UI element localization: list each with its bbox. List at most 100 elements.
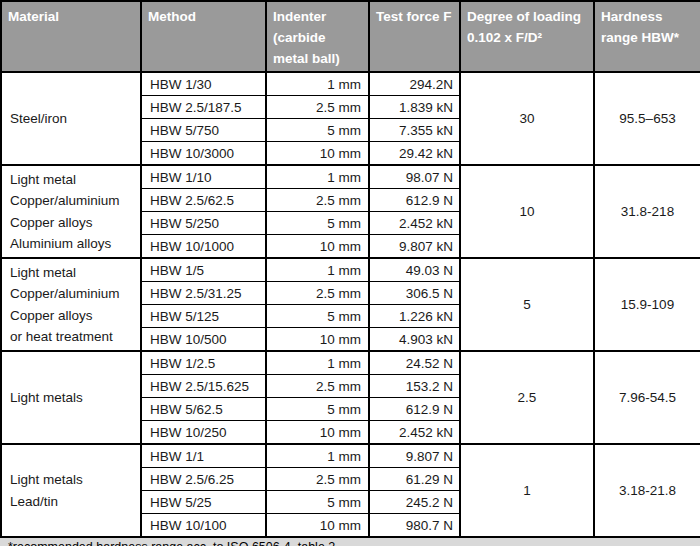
indenter-cell: 2.5 mm: [266, 96, 369, 119]
col-header-hardness-range: Hardness range HBW*: [594, 1, 700, 72]
col-header-method: Method: [141, 1, 266, 72]
hardness-range-cell: 31.8-218: [594, 165, 700, 258]
material-line: Light metal: [10, 262, 134, 284]
method-cell: HBW 2.5/31.25: [141, 282, 266, 305]
method-cell: HBW 2.5/62.5: [141, 189, 266, 212]
col-header-degree-of-loading: Degree of loading 0.102 x F/D²: [460, 1, 594, 72]
table-row: Light metals Lead/tin HBW 1/1 1 mm 9.807…: [1, 444, 700, 468]
method-cell: HBW 10/250: [141, 421, 266, 445]
test-force-cell: 612.9 N: [369, 189, 460, 212]
test-force-cell: 153.2 N: [369, 375, 460, 398]
header-row: Material Method Indenter (carbide metal …: [1, 1, 700, 72]
test-force-cell: 4.903 kN: [369, 328, 460, 352]
degree-of-loading-cell: 30: [460, 72, 594, 165]
test-force-cell: 306.5 N: [369, 282, 460, 305]
hardness-table-page: Material Method Indenter (carbide metal …: [0, 0, 700, 546]
method-cell: HBW 5/25: [141, 491, 266, 514]
material-cell: Light metals Lead/tin: [1, 444, 141, 537]
material-line: Light metals: [10, 469, 134, 491]
indenter-cell: 1 mm: [266, 351, 369, 375]
test-force-cell: 1.226 kN: [369, 305, 460, 328]
degree-of-loading-cell: 1: [460, 444, 594, 537]
col-header-material: Material: [1, 1, 141, 72]
method-cell: HBW 2.5/15.625: [141, 375, 266, 398]
header-line: range HBW*: [601, 27, 694, 48]
method-cell: HBW 2.5/6.25: [141, 468, 266, 491]
material-line: Lead/tin: [10, 491, 134, 513]
method-cell: HBW 5/750: [141, 119, 266, 142]
indenter-cell: 2.5 mm: [266, 282, 369, 305]
indenter-cell: 2.5 mm: [266, 468, 369, 491]
material-cell: Steel/iron: [1, 72, 141, 165]
degree-of-loading-cell: 2.5: [460, 351, 594, 444]
method-cell: HBW 10/500: [141, 328, 266, 352]
material-line: Aluminium alloys: [10, 233, 134, 255]
method-cell: HBW 5/250: [141, 212, 266, 235]
method-cell: HBW 1/2.5: [141, 351, 266, 375]
header-line: (carbide: [273, 27, 362, 48]
indenter-cell: 1 mm: [266, 444, 369, 468]
indenter-cell: 10 mm: [266, 421, 369, 445]
material-line: Copper/aluminium: [10, 283, 134, 305]
brinell-hardness-table: Material Method Indenter (carbide metal …: [0, 0, 700, 538]
method-cell: HBW 5/125: [141, 305, 266, 328]
test-force-cell: 245.2 N: [369, 491, 460, 514]
table-row: Light metals HBW 1/2.5 1 mm 24.52 N 2.5 …: [1, 351, 700, 375]
method-cell: HBW 2.5/187.5: [141, 96, 266, 119]
method-cell: HBW 1/10: [141, 165, 266, 189]
table-row: Light metal Copper/aluminium Copper allo…: [1, 165, 700, 189]
material-line: or heat treatment: [10, 326, 134, 348]
indenter-cell: 10 mm: [266, 328, 369, 352]
test-force-cell: 2.452 kN: [369, 212, 460, 235]
table-row: Light metal Copper/aluminium Copper allo…: [1, 258, 700, 282]
test-force-cell: 7.355 kN: [369, 119, 460, 142]
method-cell: HBW 1/5: [141, 258, 266, 282]
indenter-cell: 5 mm: [266, 212, 369, 235]
indenter-cell: 5 mm: [266, 119, 369, 142]
header-line: Hardness: [601, 6, 694, 27]
footnote: *recommended hardness range acc. to ISO …: [0, 538, 700, 546]
indenter-cell: 5 mm: [266, 491, 369, 514]
indenter-cell: 1 mm: [266, 72, 369, 96]
header-line: Degree of loading: [467, 6, 587, 27]
indenter-cell: 2.5 mm: [266, 189, 369, 212]
material-cell: Light metal Copper/aluminium Copper allo…: [1, 165, 141, 258]
method-cell: HBW 1/1: [141, 444, 266, 468]
material-cell: Light metal Copper/aluminium Copper allo…: [1, 258, 141, 351]
method-cell: HBW 5/62.5: [141, 398, 266, 421]
method-cell: HBW 1/30: [141, 72, 266, 96]
method-cell: HBW 10/1000: [141, 235, 266, 259]
hardness-range-cell: 3.18-21.8: [594, 444, 700, 537]
test-force-cell: 2.452 kN: [369, 421, 460, 445]
material-line: Light metals: [10, 387, 134, 409]
material-line: Copper/aluminium: [10, 190, 134, 212]
material-cell: Light metals: [1, 351, 141, 444]
test-force-cell: 980.7 N: [369, 514, 460, 538]
material-line: Copper alloys: [10, 212, 134, 234]
indenter-cell: 5 mm: [266, 305, 369, 328]
test-force-cell: 294.2N: [369, 72, 460, 96]
indenter-cell: 2.5 mm: [266, 375, 369, 398]
header-line: Indenter: [273, 6, 362, 27]
test-force-cell: 49.03 N: [369, 258, 460, 282]
indenter-cell: 10 mm: [266, 142, 369, 166]
header-line: 0.102 x F/D²: [467, 27, 587, 48]
table-row: Steel/iron HBW 1/30 1 mm 294.2N 30 95.5–…: [1, 72, 700, 96]
degree-of-loading-cell: 10: [460, 165, 594, 258]
method-cell: HBW 10/3000: [141, 142, 266, 166]
material-line: Copper alloys: [10, 305, 134, 327]
degree-of-loading-cell: 5: [460, 258, 594, 351]
test-force-cell: 98.07 N: [369, 165, 460, 189]
test-force-cell: 61.29 N: [369, 468, 460, 491]
indenter-cell: 1 mm: [266, 258, 369, 282]
indenter-cell: 10 mm: [266, 235, 369, 259]
material-line: Steel/iron: [10, 108, 134, 130]
hardness-range-cell: 15.9-109: [594, 258, 700, 351]
indenter-cell: 1 mm: [266, 165, 369, 189]
col-header-indenter: Indenter (carbide metal ball): [266, 1, 369, 72]
col-header-test-force: Test force F: [369, 1, 460, 72]
material-line: Light metal: [10, 169, 134, 191]
test-force-cell: 612.9 N: [369, 398, 460, 421]
hardness-range-cell: 7.96-54.5: [594, 351, 700, 444]
test-force-cell: 9.807 N: [369, 444, 460, 468]
